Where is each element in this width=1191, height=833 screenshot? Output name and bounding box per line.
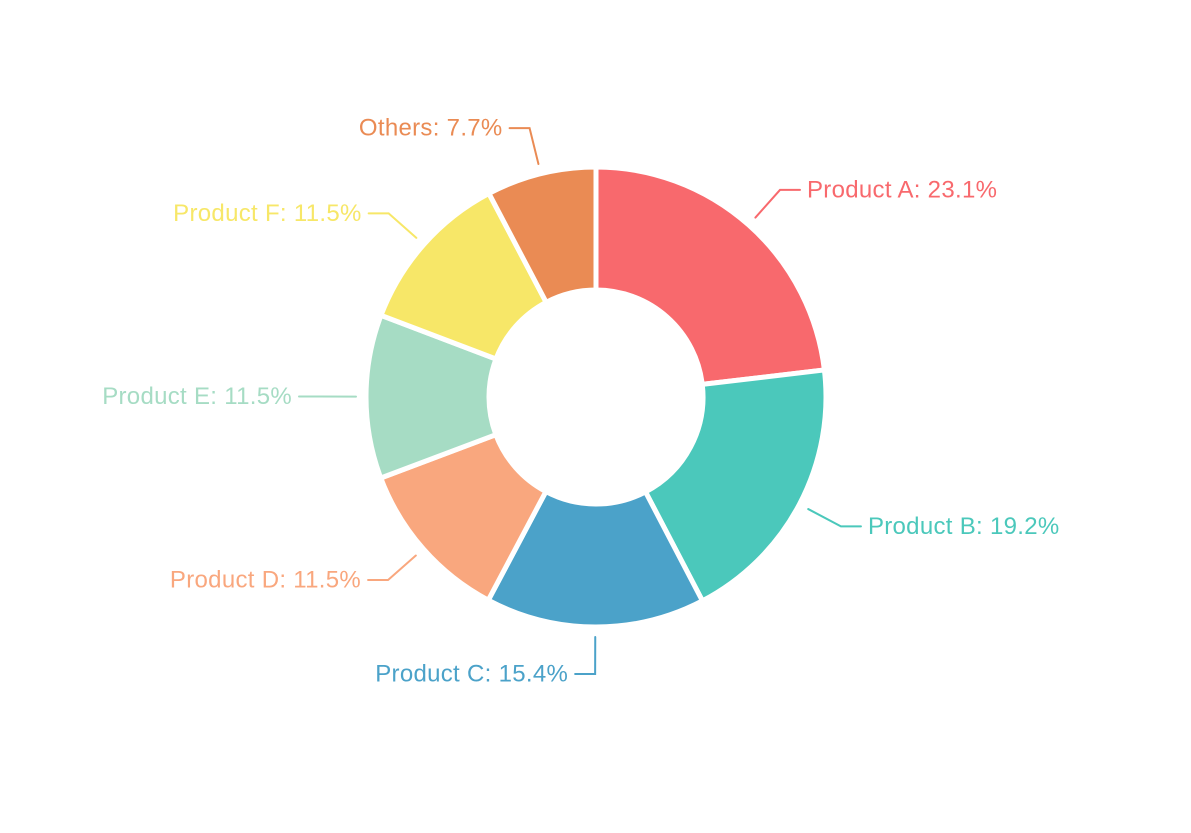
slice-label-product-a: Product A: 23.1% — [807, 176, 997, 203]
leader-line-product-b — [807, 508, 862, 528]
leader-line-product-c — [574, 636, 597, 675]
pie-slice-product-c — [485, 489, 705, 630]
slice-label-product-f: Product F: 11.5% — [173, 200, 361, 227]
pie-slice-product-a — [593, 164, 827, 387]
slice-label-product-d: Product D: 11.5% — [170, 567, 361, 594]
slice-label-product-c: Product C: 15.4% — [375, 661, 568, 688]
leader-line-product-d — [367, 554, 417, 582]
pie-slice-others — [486, 164, 599, 305]
pie-slice-product-e — [363, 312, 499, 481]
leader-line-others — [508, 127, 540, 165]
pie-slice-product-d — [378, 432, 549, 603]
pie-slice-product-b — [643, 367, 829, 604]
leader-line-product-f — [367, 212, 418, 239]
leader-line-product-a — [754, 188, 801, 219]
slice-label-product-b: Product B: 19.2% — [868, 513, 1060, 540]
slice-label-product-e: Product E: 11.5% — [102, 383, 292, 410]
slice-label-others: Others: 7.7% — [359, 115, 503, 142]
pie-slice-product-f — [378, 190, 549, 362]
